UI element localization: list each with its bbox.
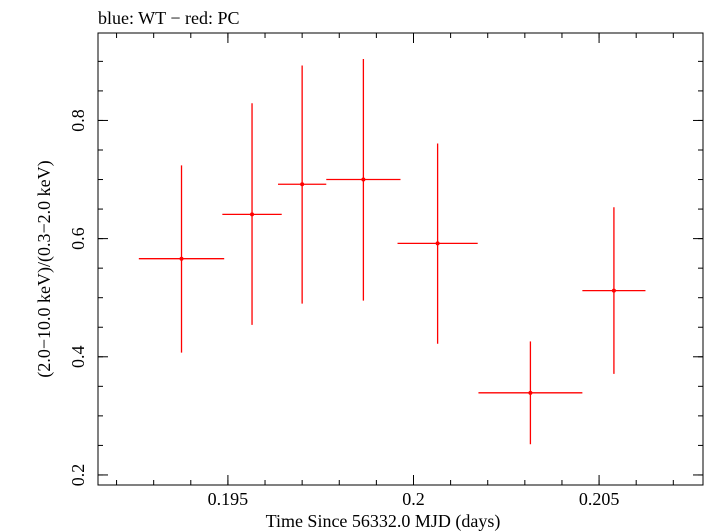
y-tick-label: 0.2 — [68, 464, 88, 487]
y-tick-label: 0.8 — [68, 109, 88, 132]
data-point — [278, 65, 327, 304]
x-tick-label: 0.2 — [402, 489, 425, 509]
y-tick-label: 0.4 — [68, 346, 88, 369]
data-point — [397, 143, 478, 344]
axis-ticks — [98, 33, 703, 485]
point-marker — [179, 256, 184, 261]
data-point — [478, 341, 583, 445]
point-marker — [300, 182, 305, 187]
x-tick-label: 0.205 — [579, 489, 620, 509]
tick-labels: 0.195 0.2 0.205 0.2 0.4 0.6 0.8 — [68, 109, 619, 509]
data-point — [582, 207, 646, 374]
point-marker — [361, 177, 366, 182]
plot-frame — [97, 32, 704, 486]
x-axis-label: Time Since 56332.0 MJD (days) — [266, 511, 501, 532]
point-marker — [250, 212, 255, 217]
chart-title: blue: WT − red: PC — [98, 8, 239, 28]
data-point — [326, 58, 401, 301]
point-marker — [528, 390, 533, 395]
x-tick-label: 0.195 — [208, 489, 249, 509]
data-point — [222, 103, 282, 325]
point-marker — [611, 288, 616, 293]
data-point — [138, 165, 225, 353]
data-marks — [138, 58, 646, 445]
point-marker — [435, 241, 440, 246]
y-axis-label: (2.0−10.0 keV)/(0.3−2.0 keV) — [34, 160, 55, 377]
y-tick-label: 0.6 — [68, 227, 88, 250]
